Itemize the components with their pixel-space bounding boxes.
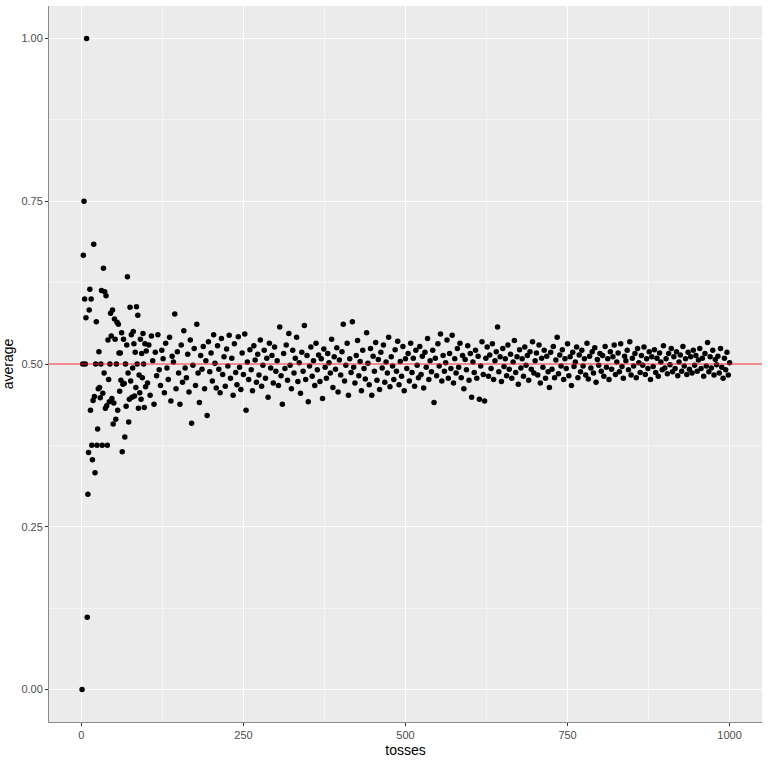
svg-text:750: 750 — [558, 729, 576, 741]
svg-text:500: 500 — [396, 729, 414, 741]
svg-text:tosses: tosses — [385, 742, 425, 758]
svg-text:0.00: 0.00 — [21, 683, 42, 695]
svg-text:1000: 1000 — [717, 729, 741, 741]
svg-text:0: 0 — [78, 729, 84, 741]
svg-text:0.25: 0.25 — [21, 521, 42, 533]
svg-text:1.00: 1.00 — [21, 32, 42, 44]
svg-text:0.50: 0.50 — [21, 358, 42, 370]
svg-text:250: 250 — [234, 729, 252, 741]
svg-text:0.75: 0.75 — [21, 195, 42, 207]
svg-text:average: average — [0, 338, 16, 389]
